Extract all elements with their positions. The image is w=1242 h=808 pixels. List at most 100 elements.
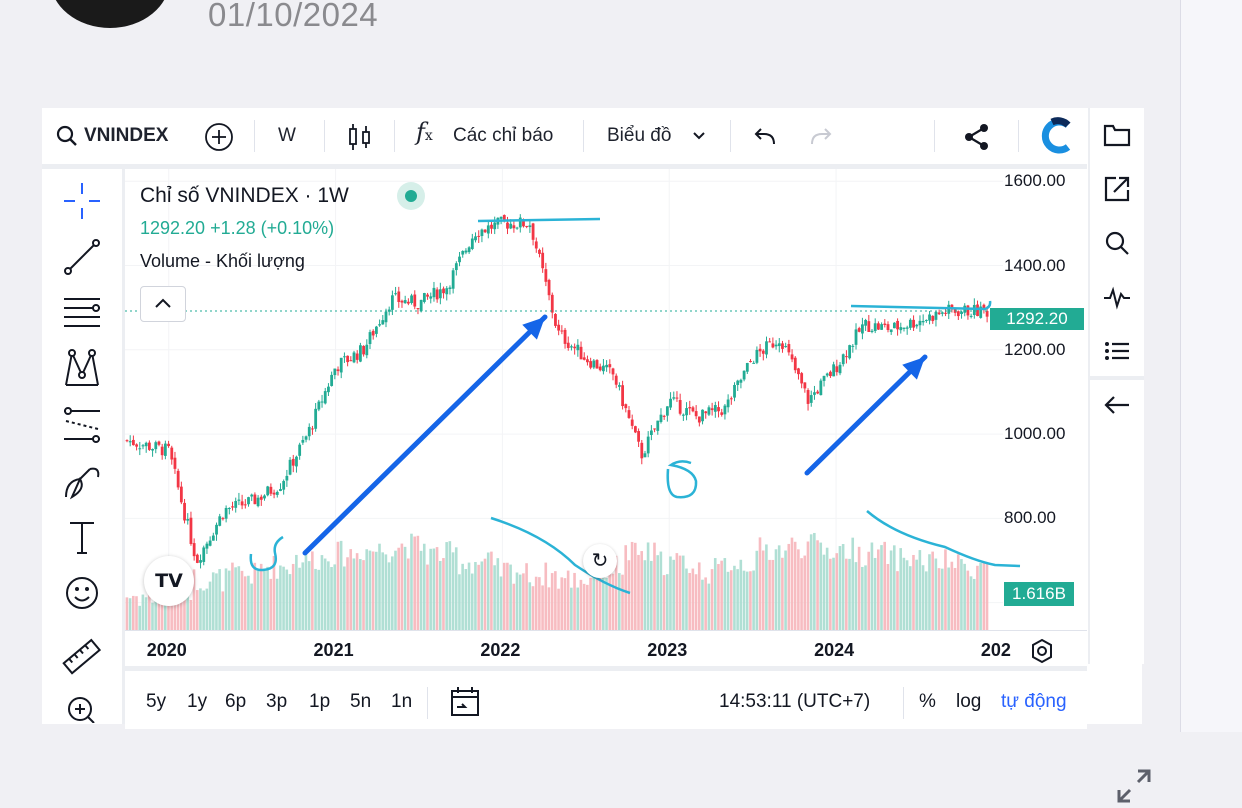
volume-bar	[550, 573, 554, 630]
candles-icon[interactable]	[347, 122, 373, 152]
range-1n[interactable]: 1n	[391, 691, 413, 712]
candle-body	[167, 443, 170, 447]
ruler-icon[interactable]	[60, 635, 104, 679]
candle-body	[359, 345, 362, 362]
candle-body	[621, 385, 625, 407]
candle-body	[176, 470, 180, 488]
range-5y[interactable]: 5y	[146, 691, 167, 712]
candle-body	[573, 346, 577, 349]
zoom-in-icon[interactable]	[60, 691, 104, 723]
range-1y[interactable]: 1y	[187, 691, 208, 712]
arrow-left-icon[interactable]	[1102, 390, 1132, 420]
candle-body	[701, 409, 704, 422]
symbol-search-button[interactable]: VNINDEX	[84, 125, 169, 146]
price-chart[interactable]	[125, 169, 1087, 630]
reset-chart-button[interactable]: ↻	[583, 544, 617, 578]
volume-bar	[809, 534, 813, 630]
forecast-icon[interactable]	[60, 403, 104, 447]
candle-body	[640, 442, 644, 459]
list-icon[interactable]	[1102, 336, 1132, 366]
candle-body	[886, 324, 890, 330]
volume-bar	[422, 543, 426, 630]
pulse-icon[interactable]	[1102, 282, 1132, 312]
market-status-dot[interactable]	[397, 182, 425, 210]
text-tool-icon[interactable]	[60, 515, 104, 559]
volume-bar	[950, 561, 954, 630]
search-icon[interactable]	[56, 125, 78, 147]
undo-icon[interactable]	[752, 126, 778, 148]
tradingview-logo[interactable]: TV	[144, 556, 194, 606]
folder-icon[interactable]	[1102, 120, 1132, 150]
indicators-icon[interactable]: fx	[416, 118, 433, 146]
candle-body	[538, 249, 541, 254]
candle-body	[928, 314, 931, 321]
candlesticks	[125, 214, 989, 569]
pattern-icon[interactable]	[60, 347, 104, 391]
volume-bar	[924, 571, 928, 630]
candle-body	[464, 250, 468, 253]
fib-lines-icon[interactable]	[60, 291, 104, 335]
volume-bar	[873, 557, 877, 630]
range-1p[interactable]: 1p	[309, 691, 331, 712]
volume-bar	[349, 549, 353, 630]
range-3p[interactable]: 3p	[266, 691, 288, 712]
search-icon[interactable]	[1102, 228, 1132, 258]
log-scale-toggle[interactable]: log	[956, 691, 982, 712]
auto-scale-toggle[interactable]: tự động	[1001, 691, 1067, 712]
candle-body	[195, 554, 199, 563]
candle-body	[522, 219, 525, 227]
emoji-icon[interactable]	[60, 571, 104, 615]
candle-body	[544, 269, 548, 282]
volume-bar	[589, 577, 592, 630]
candle-body	[851, 345, 855, 347]
volume-bar	[221, 591, 225, 630]
candle-body	[768, 341, 772, 343]
brand-logo-icon[interactable]	[1038, 116, 1078, 156]
external-link-icon[interactable]	[1102, 174, 1132, 204]
legend-collapse-button[interactable]	[140, 286, 186, 322]
candle-body	[733, 384, 736, 398]
volume-bar	[474, 562, 477, 630]
volume-bar	[256, 570, 260, 630]
volume-bar	[131, 595, 135, 630]
volume-bar	[982, 562, 986, 630]
candle-body	[272, 492, 276, 495]
layout-button[interactable]: Biểu đồ	[607, 125, 672, 146]
bottom-circle-2020	[249, 535, 284, 572]
volume-bar	[729, 570, 733, 630]
candle-body	[311, 428, 314, 430]
compare-add-icon[interactable]	[204, 122, 234, 152]
candle-body	[138, 448, 142, 450]
volume-bar	[317, 569, 321, 630]
volume-bar	[269, 578, 273, 630]
trend-line-icon[interactable]	[60, 235, 104, 279]
indicators-button[interactable]: Các chỉ báo	[453, 125, 554, 146]
range-6p[interactable]: 6p	[225, 691, 247, 712]
percent-scale-toggle[interactable]: %	[919, 691, 936, 712]
volume-bar	[749, 571, 752, 630]
volume-bar	[944, 549, 947, 630]
redo-icon[interactable]	[808, 126, 834, 148]
candle-body	[285, 475, 289, 481]
chevron-down-icon[interactable]	[692, 130, 706, 142]
avatar[interactable]	[50, 0, 170, 28]
volume-bar	[665, 574, 669, 630]
fullscreen-expand-icon[interactable]	[1112, 764, 1156, 808]
candle-body	[205, 543, 209, 549]
interval-button[interactable]: W	[278, 125, 296, 146]
volume-bar	[582, 583, 586, 630]
share-icon[interactable]	[962, 122, 992, 152]
clock-timezone[interactable]: 14:53:11 (UTC+7)	[719, 691, 871, 712]
volume-bar	[464, 569, 468, 630]
candle-body	[704, 411, 708, 414]
volume-legend[interactable]: Volume - Khối lượng	[140, 251, 305, 271]
range-5n[interactable]: 5n	[350, 691, 372, 712]
settings-icon[interactable]	[1029, 638, 1055, 664]
volume-bar	[704, 577, 707, 630]
brush-icon[interactable]	[60, 459, 104, 503]
volume-bar	[691, 568, 695, 630]
crosshair-icon[interactable]	[60, 179, 104, 223]
candle-body	[832, 364, 836, 377]
candle-body	[841, 354, 845, 365]
calendar-goto-icon[interactable]	[448, 685, 482, 719]
